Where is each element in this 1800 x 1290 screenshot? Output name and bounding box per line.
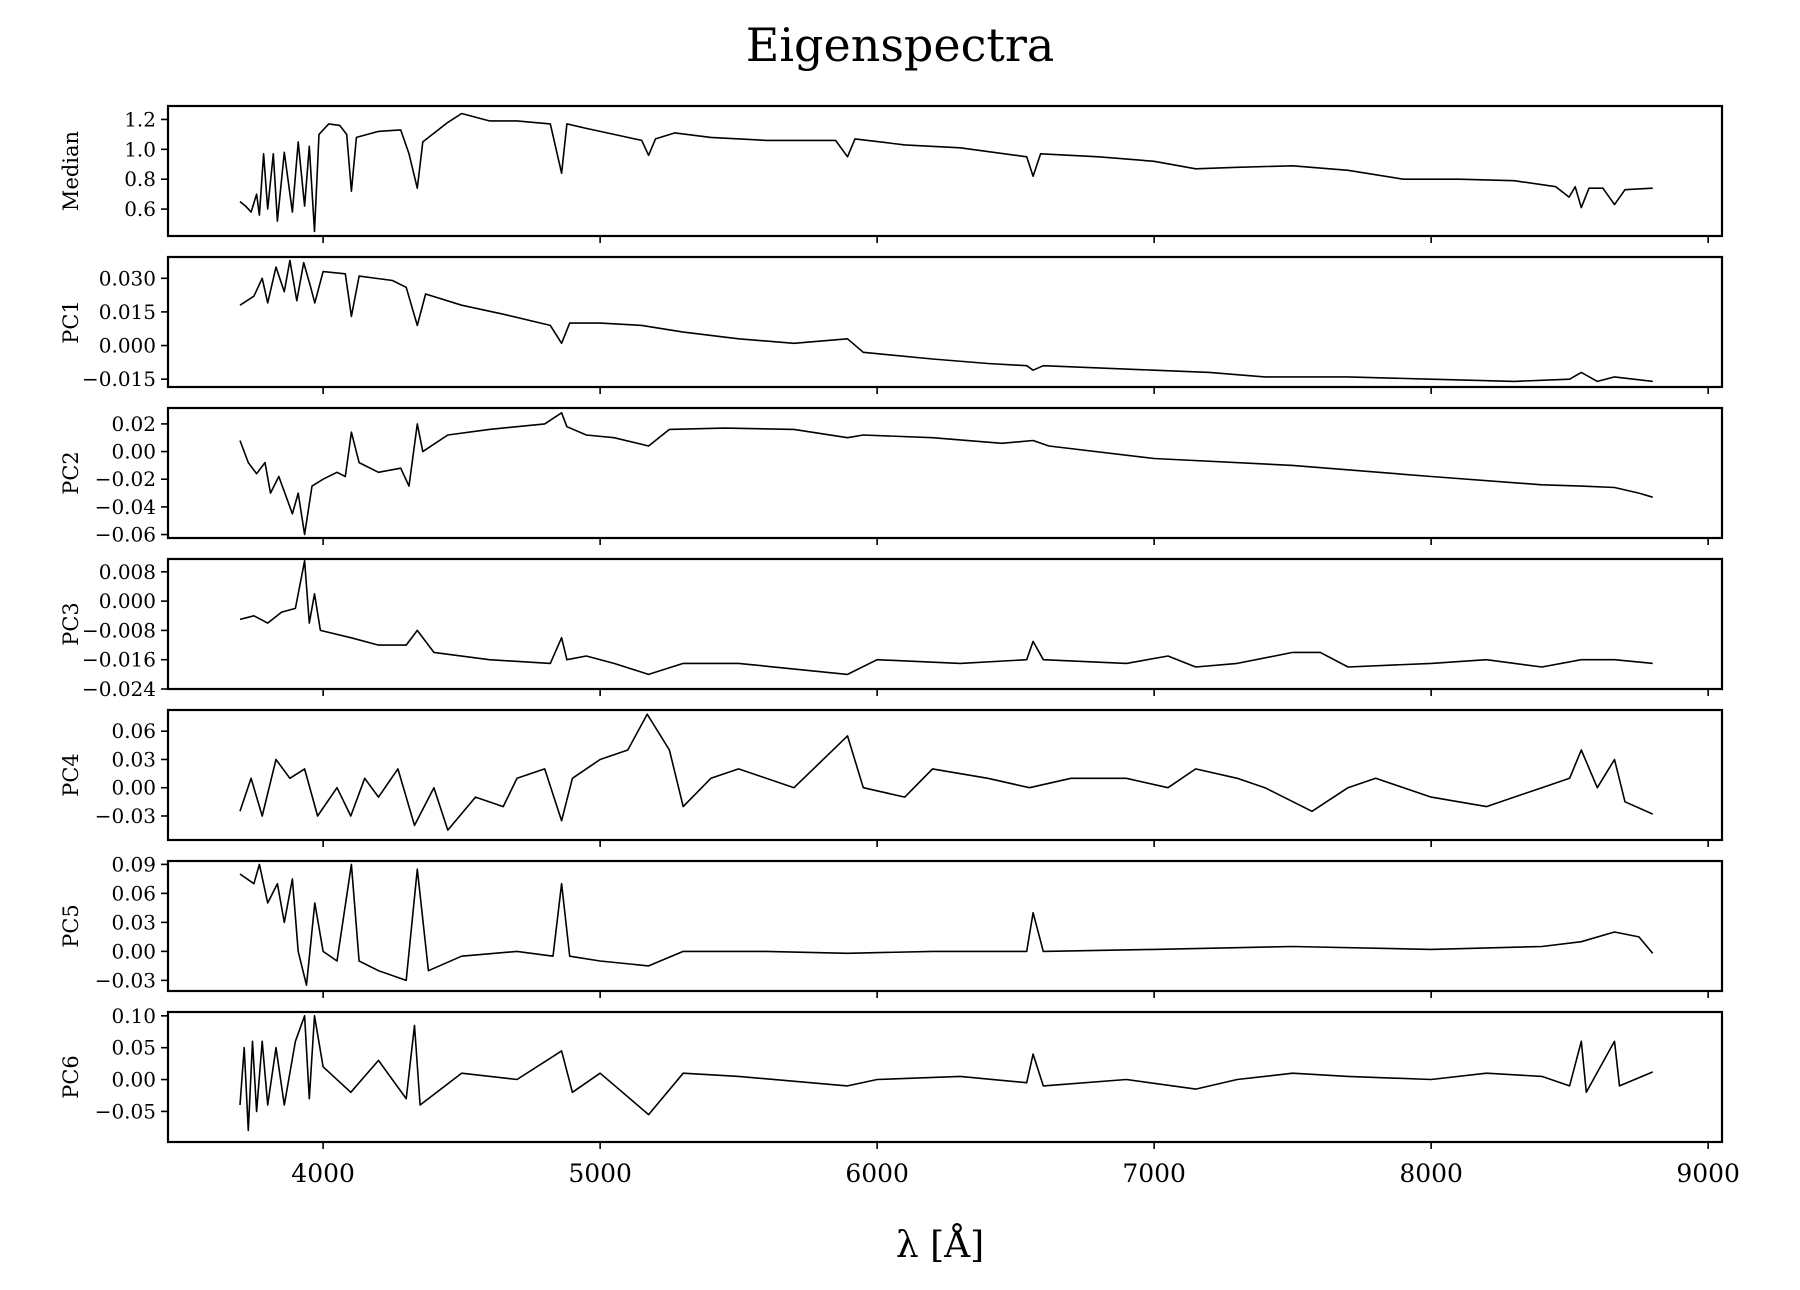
y-tick-label: 0.06	[111, 881, 156, 905]
panel-3: −0.06 −0.04 −0.02 0.00 0.02 PC2	[59, 406, 1724, 547]
panel-ylabel: PC1	[59, 300, 83, 344]
y-tick-label: 0.03	[111, 910, 156, 934]
panel-1: 0.6 0.8 1.0 1.2 Median	[59, 104, 1724, 243]
panel-frame	[166, 859, 1724, 993]
chart-title: Eigenspectra	[745, 18, 1055, 72]
series-line-pc4	[239, 713, 1654, 831]
y-tick-label: −0.024	[82, 677, 156, 701]
panel-ylabel: PC3	[59, 602, 83, 646]
x-tick-label: 9000	[1676, 1159, 1740, 1188]
y-tick-label: 0.00	[111, 776, 156, 800]
y-tick-label: 0.06	[111, 719, 156, 743]
x-tick-label: 8000	[1399, 1159, 1463, 1188]
x-axis-label: λ [Å]	[896, 1224, 984, 1266]
y-tick-label: −0.05	[95, 1099, 156, 1123]
series-line-pc5	[239, 863, 1654, 986]
y-tick-label: 0.05	[111, 1036, 156, 1060]
series-line-median	[239, 112, 1653, 233]
series-line-pc2	[239, 412, 1653, 536]
y-tick-label: 0.8	[124, 167, 156, 191]
y-tick-label: 0.00	[111, 939, 156, 963]
x-tick-label: 4000	[291, 1159, 355, 1188]
panel-ylabel: PC2	[59, 451, 83, 495]
y-tick-label: 0.02	[111, 412, 156, 436]
panel-frame	[166, 104, 1724, 238]
y-tick-label: 0.09	[111, 852, 156, 876]
x-tick-label: 7000	[1122, 1159, 1186, 1188]
y-tick-label: 1.2	[124, 107, 156, 131]
series-line-pc6	[239, 1015, 1654, 1132]
y-tick-label: 0.6	[124, 197, 156, 221]
panel-ylabel: PC5	[59, 904, 83, 948]
panel-frame	[166, 255, 1724, 389]
y-tick-label: −0.03	[95, 804, 156, 828]
y-tick-label: −0.016	[82, 648, 156, 672]
panel-6: −0.03 0.00 0.03 0.06 0.09 PC5	[59, 852, 1724, 998]
panel-2: −0.015 0.000 0.015 0.030 PC1	[59, 255, 1724, 394]
y-tick-label: 0.030	[99, 266, 156, 290]
y-tick-label: 0.00	[111, 440, 156, 464]
y-tick-label: −0.04	[95, 495, 156, 519]
y-tick-label: −0.03	[95, 968, 156, 992]
y-tick-label: −0.008	[82, 618, 156, 642]
y-tick-label: 0.10	[111, 1004, 156, 1028]
panel-frame	[166, 708, 1724, 842]
x-tick-label: 6000	[845, 1159, 909, 1188]
x-tick-label: 5000	[568, 1159, 632, 1188]
y-tick-label: 0.00	[111, 1068, 156, 1092]
y-tick-label: −0.015	[82, 367, 156, 391]
panel-ylabel: Median	[59, 131, 83, 211]
y-tick-label: 1.0	[124, 137, 156, 161]
y-tick-label: 0.000	[99, 589, 156, 613]
panel-ylabel: PC6	[59, 1055, 83, 1099]
panel-7: −0.05 0.00 0.05 0.10 PC6	[59, 1004, 1724, 1149]
y-tick-label: −0.06	[95, 523, 156, 547]
y-tick-label: −0.02	[95, 467, 156, 491]
series-line-pc1	[239, 259, 1653, 383]
panel-frame	[166, 557, 1724, 691]
y-tick-label: 0.008	[99, 560, 156, 584]
panel-ylabel: PC4	[59, 753, 83, 797]
panel-5: −0.03 0.00 0.03 0.06 PC4	[59, 708, 1724, 847]
y-tick-label: 0.03	[111, 747, 156, 771]
series-line-pc3	[239, 560, 1653, 676]
panel-frame	[166, 406, 1724, 540]
y-tick-label: 0.000	[99, 334, 156, 358]
y-tick-label: 0.015	[99, 300, 156, 324]
panel-4: −0.024 −0.016 −0.008 0.000 0.008 PC3	[59, 557, 1724, 701]
panel-frame	[166, 1010, 1724, 1144]
